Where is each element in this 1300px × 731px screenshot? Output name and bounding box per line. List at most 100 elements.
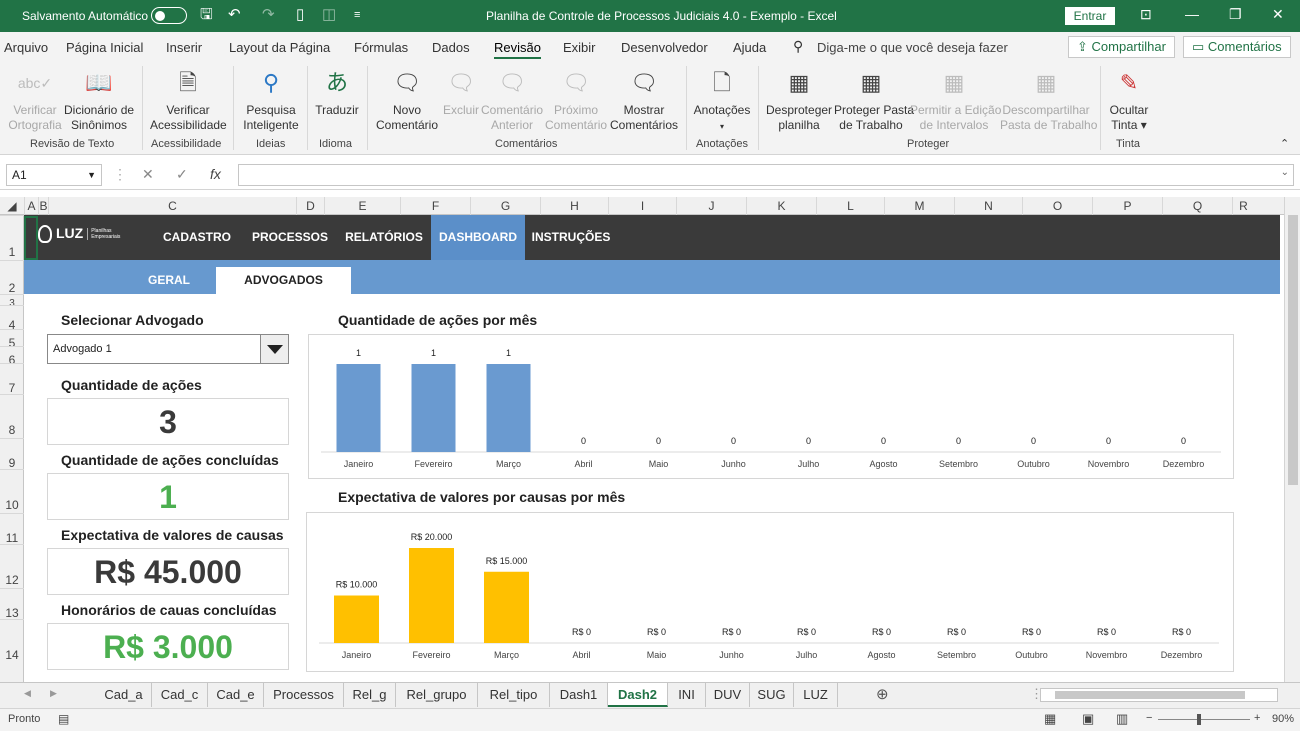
column-header[interactable]: H [540,197,608,215]
column-header[interactable]: Q [1162,197,1232,215]
row-header[interactable]: 7 [0,363,24,395]
undo-icon[interactable]: ↶ [228,6,241,23]
column-header[interactable]: L [816,197,884,215]
row-header[interactable]: 4 [0,305,24,332]
tab-desenvolvedor[interactable]: Desenvolvedor [621,40,708,55]
row-header[interactable]: 1 [0,215,24,260]
sheet-tab-ini[interactable]: INI [668,683,706,707]
next-comment-button[interactable]: 🗨 Próximo Comentário [545,65,607,133]
tab-pagina-inicial[interactable]: Página Inicial [66,40,144,55]
column-header[interactable]: M [884,197,954,215]
save-icon[interactable]: 🖫 [200,6,213,23]
customize-toolbar-icon[interactable]: ≡ [354,9,361,21]
translate-button[interactable]: あ Traduzir [314,65,360,118]
subnav-geral[interactable]: GERAL [148,273,190,287]
name-box[interactable]: A1 ▼ [6,164,102,186]
tab-inserir[interactable]: Inserir [166,40,203,55]
row-header[interactable]: 14 [0,619,24,663]
show-comments-button[interactable]: 🗨 Mostrar Comentários [609,65,679,133]
ribbon-display-icon[interactable]: ⊡ [1140,6,1152,22]
lawyer-select[interactable]: Advogado 1 [47,334,289,364]
lightbulb-search-icon[interactable]: ⚲ [793,38,804,54]
tab-ajuda[interactable]: Ajuda [733,40,767,55]
tab-dados[interactable]: Dados [432,40,470,55]
tab-formulas[interactable]: Fórmulas [354,40,409,55]
column-header[interactable]: E [324,197,400,215]
subnav-advogados[interactable]: ADVOGADOS [216,267,351,294]
dropdown-arrow-icon[interactable] [260,335,288,363]
row-header[interactable]: 10 [0,469,24,513]
protect-workbook-button[interactable]: ▦ Proteger Pasta de Trabalho [834,65,914,133]
zoom-in-icon[interactable]: + [1254,712,1261,724]
share-button[interactable]: ⇪ Compartilhar [1068,36,1175,58]
row-header[interactable]: 9 [0,438,24,470]
sheet-tab-dash2[interactable]: Dash2 [608,683,668,707]
column-header[interactable]: B [38,197,48,215]
column-header[interactable]: F [400,197,470,215]
camera-icon[interactable]: ◫ [322,6,337,23]
column-header[interactable]: D [296,197,324,215]
document-icon[interactable]: ▯ [296,6,305,23]
page-layout-view-icon[interactable]: ▣ [1082,711,1095,726]
zoom-level[interactable]: 90% [1272,713,1295,725]
collapse-ribbon-icon[interactable]: ⌃ [1280,138,1290,150]
enter-icon[interactable]: ✓ [176,166,188,182]
unshare-workbook-button[interactable]: ▦ Descompartilhar Pasta de Trabalho [1000,65,1097,133]
allow-edit-ranges-button[interactable]: ▦ Permitir a Edição de Intervalos [910,65,1001,133]
sheet-tab-cad_c[interactable]: Cad_c [152,683,208,707]
sheet-tab-cad_a[interactable]: Cad_a [96,683,152,707]
autosave-toggle[interactable] [151,7,187,24]
sheet-tab-rel_grupo[interactable]: Rel_grupo [396,683,478,707]
column-header[interactable]: N [954,197,1022,215]
zoom-slider[interactable] [1158,719,1250,720]
row-header[interactable]: 2 [0,260,24,295]
sheet-tab-rel_tipo[interactable]: Rel_tipo [478,683,550,707]
restore-icon[interactable]: ❐ [1229,6,1242,22]
smart-lookup-button[interactable]: ⚲ Pesquisa Inteligente [241,65,301,133]
accessibility-button[interactable]: 🗎 Verificar Acessibilidade [150,65,227,133]
tab-exibir[interactable]: Exibir [563,40,596,55]
tell-me-input[interactable]: Diga-me o que você deseja fazer [817,40,1008,55]
expand-formula-icon[interactable]: ⌄ [1280,167,1289,178]
scroll-tabs-left-icon[interactable]: ◀ [24,688,31,698]
row-header[interactable]: 11 [0,513,24,545]
row-header[interactable]: 3 [0,294,24,309]
nav-processos[interactable]: PROCESSOS [251,230,329,244]
add-sheet-icon[interactable]: ⊕ [876,686,889,703]
horizontal-scroll-thumb[interactable] [1055,691,1245,699]
signin-button[interactable]: Entrar [1065,7,1115,25]
sheet-tab-luz[interactable]: LUZ [794,683,838,707]
new-comment-button[interactable]: 🗨 Novo Comentário [374,65,440,133]
column-header[interactable]: R [1232,197,1254,215]
previous-comment-button[interactable]: 🗨 Comentário Anterior [481,65,543,133]
row-header[interactable]: 6 [0,346,24,367]
nav-dashboard[interactable]: DASHBOARD [431,215,525,260]
comments-button[interactable]: ▭ Comentários [1183,36,1291,58]
tab-layout[interactable]: Layout da Página [229,40,331,55]
nav-cadastro[interactable]: CADASTRO [163,230,231,244]
sheet-tab-cad_e[interactable]: Cad_e [208,683,264,707]
vertical-scrollbar[interactable] [1284,197,1300,682]
horizontal-scrollbar[interactable] [1040,688,1278,702]
row-header[interactable]: 12 [0,544,24,588]
sheet-tab-rel_g[interactable]: Rel_g [344,683,396,707]
hide-ink-button[interactable]: ✎ Ocultar Tinta ▾ [1106,65,1152,133]
normal-view-icon[interactable]: ▦ [1044,711,1057,726]
row-header[interactable]: 8 [0,394,24,438]
sheet-tab-duv[interactable]: DUV [706,683,750,707]
spelling-button[interactable]: abc✓ Verificar Ortografia [8,65,62,133]
row-header[interactable]: 5 [0,329,24,350]
zoom-out-icon[interactable]: − [1146,712,1153,724]
close-icon[interactable]: ✕ [1272,6,1284,22]
nav-instrucoes[interactable]: INSTRUÇÕES [531,230,611,244]
column-header[interactable]: I [608,197,676,215]
column-header[interactable]: C [48,197,296,215]
scroll-tabs-right-icon[interactable]: ▶ [50,688,57,698]
column-header[interactable]: P [1092,197,1162,215]
page-break-view-icon[interactable]: ▥ [1116,711,1129,726]
insert-function-icon[interactable]: fx [210,166,221,182]
redo-icon[interactable]: ↷ [262,6,275,23]
column-header[interactable]: G [470,197,540,215]
nav-relatorios[interactable]: RELATÓRIOS [345,230,423,244]
column-header[interactable]: A [24,197,38,215]
